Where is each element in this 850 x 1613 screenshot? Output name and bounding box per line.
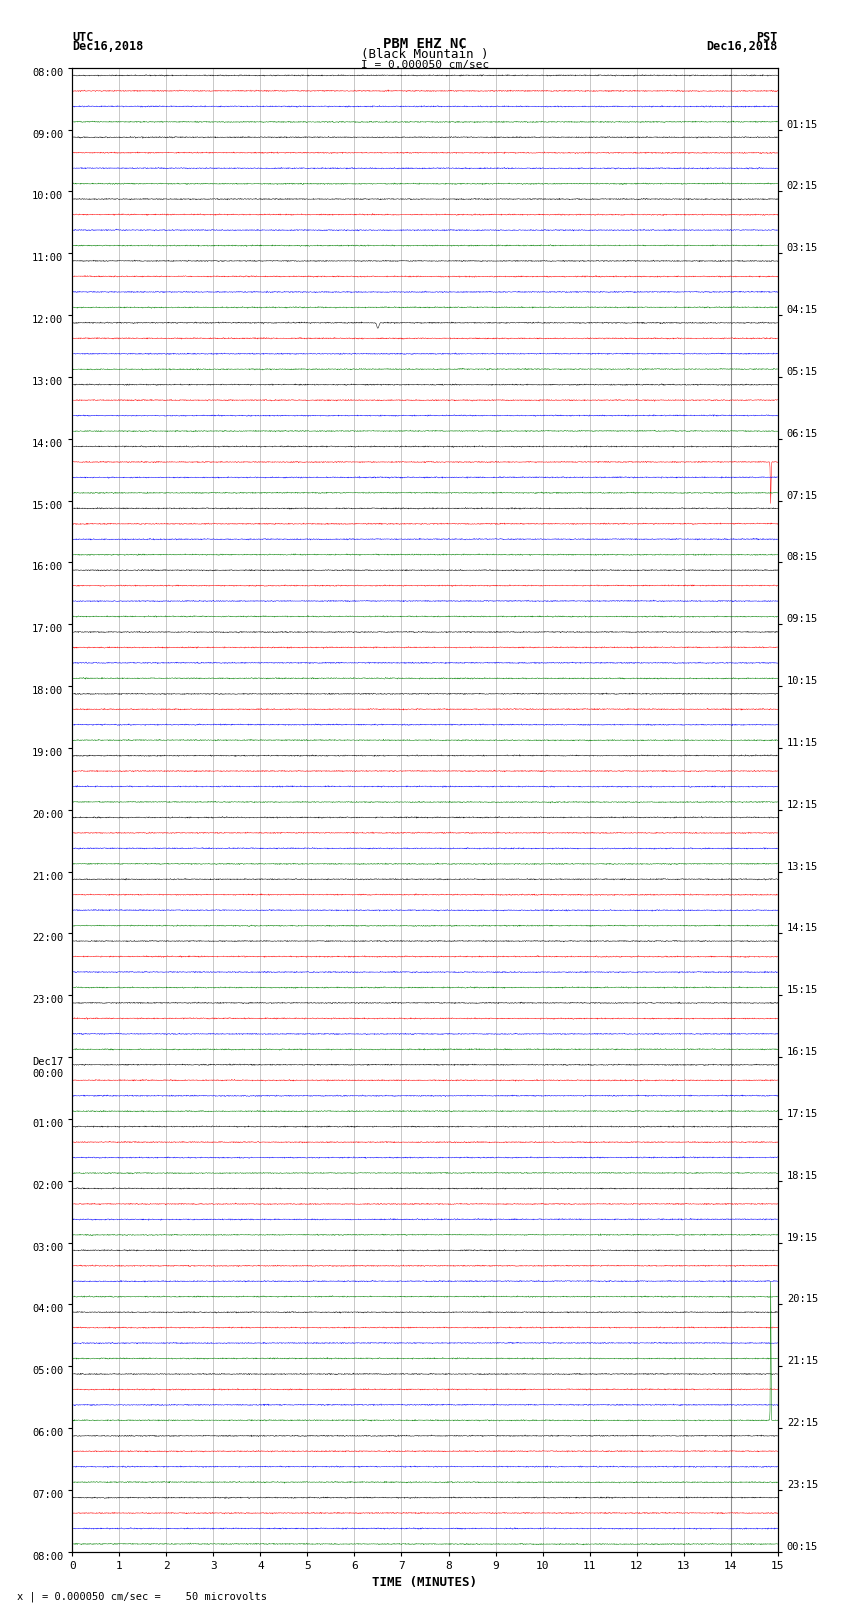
Text: PST: PST [756,31,778,44]
Text: PBM EHZ NC: PBM EHZ NC [383,37,467,52]
Text: Dec16,2018: Dec16,2018 [72,40,144,53]
Text: I = 0.000050 cm/sec: I = 0.000050 cm/sec [361,60,489,69]
Text: UTC: UTC [72,31,94,44]
X-axis label: TIME (MINUTES): TIME (MINUTES) [372,1576,478,1589]
Text: x | = 0.000050 cm/sec =    50 microvolts: x | = 0.000050 cm/sec = 50 microvolts [17,1590,267,1602]
Text: Dec16,2018: Dec16,2018 [706,40,778,53]
Text: (Black Mountain ): (Black Mountain ) [361,48,489,61]
